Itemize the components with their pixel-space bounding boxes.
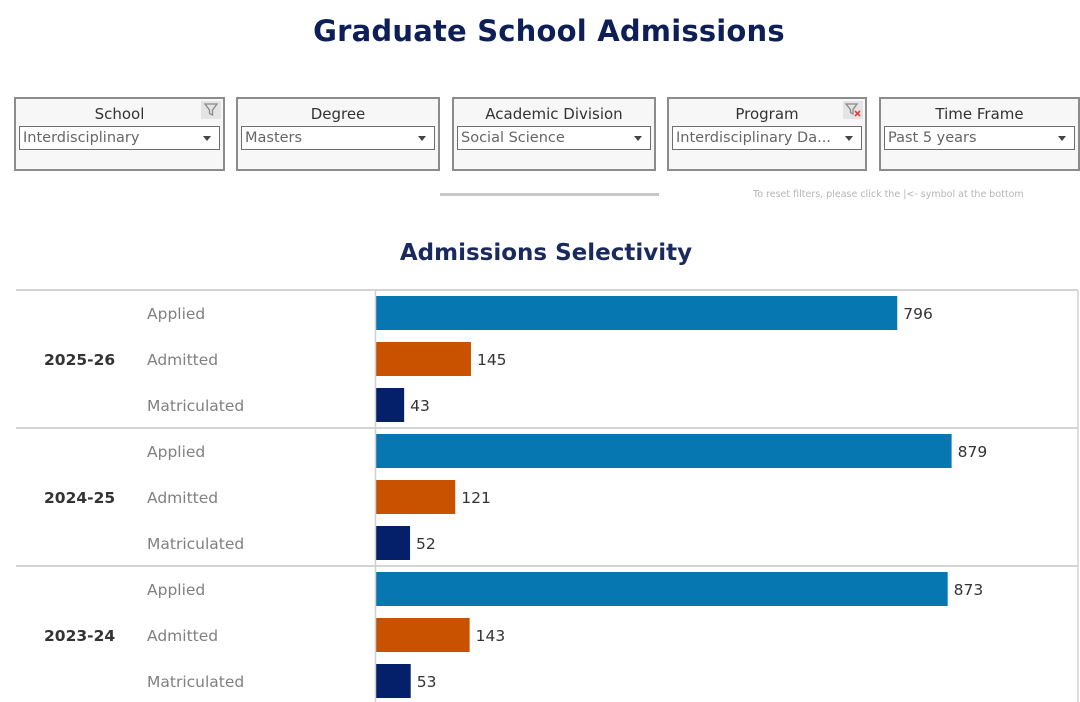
category-label: Applied <box>147 305 205 323</box>
bar-applied <box>376 572 948 606</box>
chart-title: Admissions Selectivity <box>399 240 693 266</box>
bar-admitted <box>376 480 456 514</box>
bar-admitted <box>376 342 471 376</box>
year-label: 2024-25 <box>44 489 115 507</box>
filter-degree[interactable]: Degree Masters <box>236 97 440 171</box>
scrollbar[interactable] <box>440 193 659 196</box>
filter-icon[interactable] <box>201 101 221 119</box>
value-label: 879 <box>958 443 988 461</box>
dropdown-value: Interdisciplinary Da... <box>676 130 831 146</box>
bar-applied <box>376 296 898 330</box>
filter-time-frame[interactable]: Time Frame Past 5 years <box>879 97 1080 171</box>
value-label: 873 <box>954 581 984 599</box>
category-label: Matriculated <box>147 397 244 415</box>
filter-label: Program <box>735 105 799 123</box>
filter-program[interactable]: Program Interdisciplinary Da... <box>667 97 867 171</box>
bar-matriculated <box>376 388 405 422</box>
dropdown-value: Social Science <box>461 130 565 146</box>
program-dropdown[interactable]: Interdisciplinary Da... <box>672 126 862 150</box>
school-dropdown[interactable]: Interdisciplinary <box>19 126 220 150</box>
bar-matriculated <box>376 664 411 698</box>
filter-label: School <box>94 105 145 123</box>
chevron-down-icon <box>418 136 426 141</box>
value-label: 796 <box>903 305 933 323</box>
dropdown-value: Masters <box>245 130 303 146</box>
year-label: 2023-24 <box>44 627 115 645</box>
filter-academic-division[interactable]: Academic Division Social Science <box>452 97 656 171</box>
filter-label: Academic Division <box>485 105 623 123</box>
value-label: 121 <box>461 489 491 507</box>
dropdown-value: Interdisciplinary <box>23 130 140 146</box>
filter-label: Time Frame <box>935 105 1024 123</box>
value-label: 143 <box>476 627 506 645</box>
category-label: Admitted <box>147 627 218 645</box>
bar-admitted <box>376 618 470 652</box>
dropdown-value: Past 5 years <box>888 130 977 146</box>
chevron-down-icon <box>1058 136 1066 141</box>
filter-label: Degree <box>310 105 366 123</box>
value-label: 145 <box>477 351 507 369</box>
category-label: Admitted <box>147 351 218 369</box>
reset-note: To reset filters, please click the |<- s… <box>753 189 1024 200</box>
value-label: 43 <box>410 397 430 415</box>
year-label: 2025-26 <box>44 351 115 369</box>
value-label: 52 <box>416 535 436 553</box>
academic-division-dropdown[interactable]: Social Science <box>457 126 651 150</box>
page-title: Graduate School Admissions <box>313 14 785 48</box>
chevron-down-icon <box>845 136 853 141</box>
bar-applied <box>376 434 952 468</box>
chevron-down-icon <box>634 136 642 141</box>
degree-dropdown[interactable]: Masters <box>241 126 435 150</box>
category-label: Applied <box>147 443 205 461</box>
bar-matriculated <box>376 526 411 560</box>
category-label: Matriculated <box>147 535 244 553</box>
category-label: Applied <box>147 581 205 599</box>
time-frame-dropdown[interactable]: Past 5 years <box>884 126 1075 150</box>
category-label: Matriculated <box>147 673 244 691</box>
clear-filter-icon[interactable] <box>843 101 863 119</box>
filter-school[interactable]: School Interdisciplinary <box>14 97 225 171</box>
category-label: Admitted <box>147 489 218 507</box>
value-label: 53 <box>417 673 437 691</box>
chevron-down-icon <box>203 136 211 141</box>
